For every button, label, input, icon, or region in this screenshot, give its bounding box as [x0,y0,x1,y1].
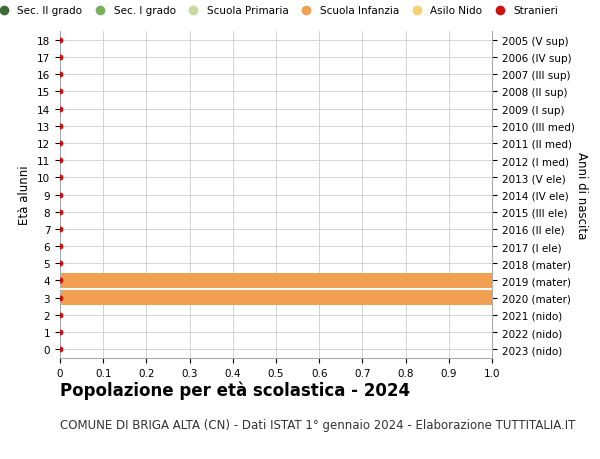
Y-axis label: Età alunni: Età alunni [19,165,31,225]
Y-axis label: Anni di nascita: Anni di nascita [575,151,589,239]
Point [55,89,65,96]
Point [55,243,65,250]
Point [55,294,65,302]
Point [55,208,65,216]
Point [55,37,65,45]
Text: COMUNE DI BRIGA ALTA (CN) - Dati ISTAT 1° gennaio 2024 - Elaborazione TUTTITALIA: COMUNE DI BRIGA ALTA (CN) - Dati ISTAT 1… [60,418,575,431]
Point [55,226,65,233]
Point [55,260,65,267]
Point [55,191,65,199]
Point [55,329,65,336]
Point [55,106,65,113]
Point [55,71,65,78]
Point [55,54,65,62]
Point [55,140,65,147]
Point [55,157,65,164]
Point [55,277,65,285]
Bar [60,274,492,288]
Legend: Sec. II grado, Sec. I grado, Scuola Primaria, Scuola Infanzia, Asilo Nido, Stran: Sec. II grado, Sec. I grado, Scuola Prim… [0,2,563,20]
Point [55,346,65,353]
Bar [60,291,492,305]
Text: Popolazione per età scolastica - 2024: Popolazione per età scolastica - 2024 [60,381,410,399]
Point [55,312,65,319]
Point [55,174,65,182]
Point [55,123,65,130]
